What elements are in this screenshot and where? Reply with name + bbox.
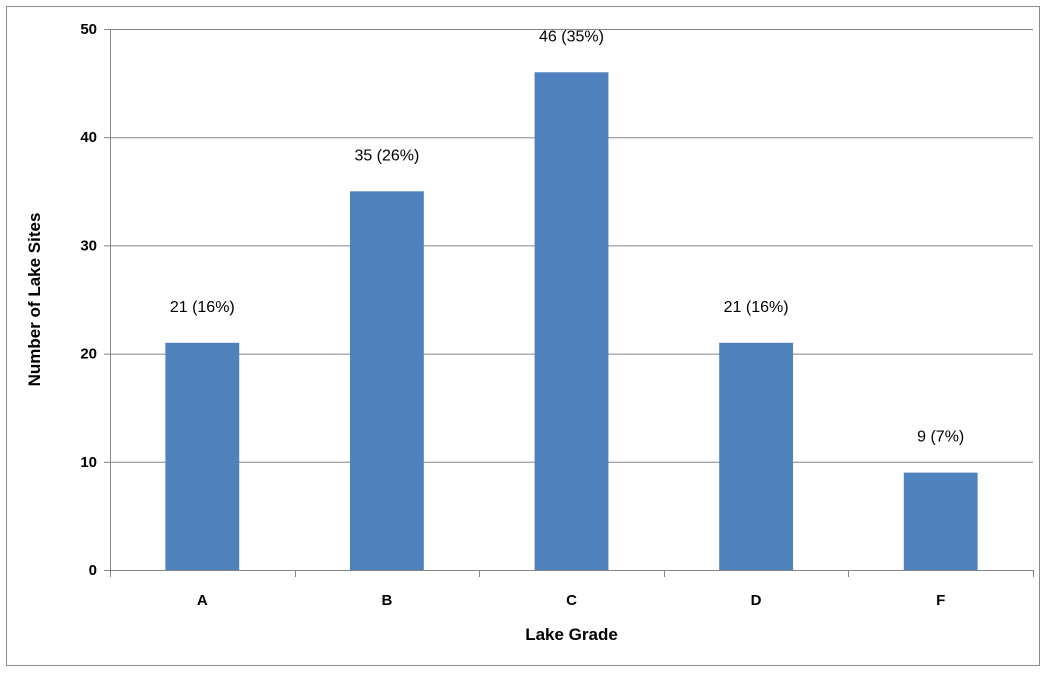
y-tick-label: 30	[80, 237, 97, 254]
y-tick-label: 0	[89, 562, 97, 579]
y-tick-label: 40	[80, 129, 97, 146]
bar-chart: 0 10 20 30 40 50 21 (16%) A 35 (26%) B 46 (35%) C 21…	[25, 21, 1034, 644]
y-tick-label: 10	[80, 454, 97, 471]
data-label-C: 46 (35%)	[539, 28, 604, 45]
y-tick-label: 50	[80, 21, 97, 38]
data-label-B: 35 (26%)	[354, 147, 419, 164]
labels: 0 10 20 30 40 50 21 (16%) A 35 (26%) B 46 (35%) C 21…	[80, 21, 964, 609]
bars	[165, 72, 978, 571]
y-axis-title: Number of Lake Sites	[25, 213, 44, 387]
data-label-A: 21 (16%)	[170, 299, 235, 316]
x-tick-label-C: C	[566, 592, 577, 609]
data-label-D: 21 (16%)	[724, 299, 789, 316]
chart-frame: 0 10 20 30 40 50 21 (16%) A 35 (26%) B 46 (35%) C 21…	[6, 6, 1040, 666]
y-tick-label: 20	[80, 346, 97, 363]
bar-A	[165, 342, 240, 570]
x-tick-label-D: D	[751, 592, 762, 609]
bar-D	[719, 342, 794, 570]
x-tick-label-B: B	[381, 592, 392, 609]
axes	[104, 29, 1034, 577]
x-axis-title: Lake Grade	[525, 625, 618, 644]
bar-F	[903, 472, 978, 570]
bar-C	[534, 72, 609, 570]
x-tick-label-F: F	[936, 592, 945, 609]
data-label-F: 9 (7%)	[917, 429, 964, 446]
x-tick-label-A: A	[197, 592, 208, 609]
bar-B	[349, 191, 424, 571]
